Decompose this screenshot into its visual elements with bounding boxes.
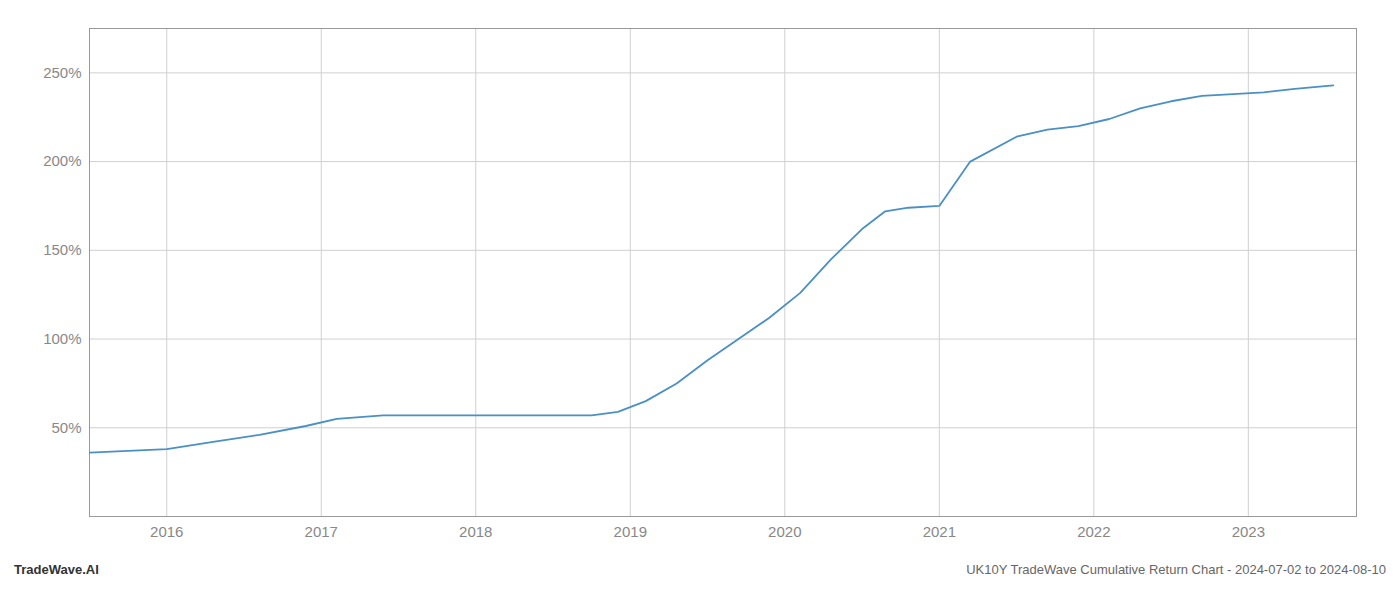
svg-text:100%: 100%: [43, 330, 81, 347]
svg-text:2017: 2017: [305, 523, 338, 540]
html-text:TradeWave.AI: TradeWave.AI: [14, 562, 99, 577]
svg-text:150%: 150%: [43, 241, 81, 258]
svg-text:2021: 2021: [923, 523, 956, 540]
svg-text:2018: 2018: [459, 523, 492, 540]
svg-text:2016: 2016: [150, 523, 183, 540]
svg-text:2019: 2019: [614, 523, 647, 540]
svg-text:2022: 2022: [1077, 523, 1110, 540]
svg-text:250%: 250%: [43, 64, 81, 81]
svg-text:2023: 2023: [1232, 523, 1265, 540]
svg-text:200%: 200%: [43, 152, 81, 169]
svg-text:2020: 2020: [768, 523, 801, 540]
html-text:UK10Y TradeWave Cumulative Ret: UK10Y TradeWave Cumulative Return Chart …: [966, 562, 1386, 577]
svg-text:50%: 50%: [51, 419, 81, 436]
